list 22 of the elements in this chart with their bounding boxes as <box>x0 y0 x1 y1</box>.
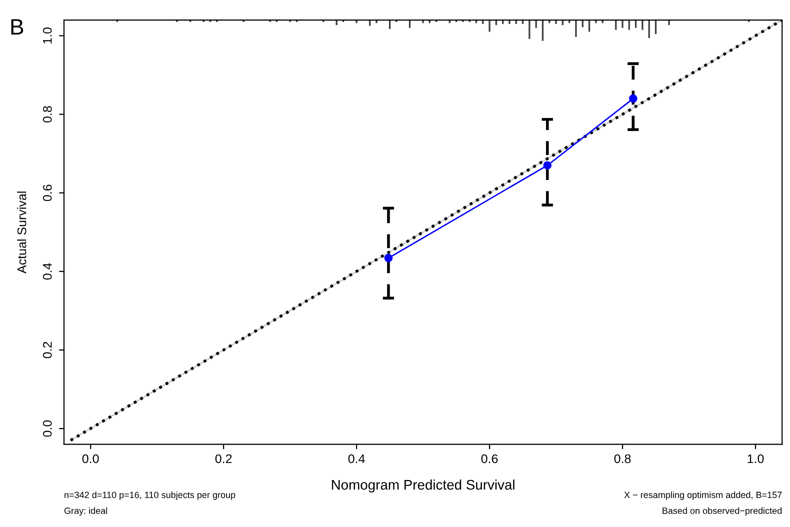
text: Gray: ideal <box>64 507 108 516</box>
x-tick-label: 1.0 <box>748 454 764 464</box>
x-tick-label: 0.6 <box>481 454 498 464</box>
y-axis-title: Actual Survival <box>17 192 26 274</box>
y-tick-label: 0.4 <box>42 263 52 280</box>
text: X − resampling optimism added, B=157 <box>624 491 782 500</box>
y-tick-label: 0.2 <box>42 342 52 358</box>
y-tick-label: 0.8 <box>42 106 52 122</box>
point <box>384 254 393 262</box>
text: n=342 d=110 p=16, 110 subjects per group <box>64 491 236 500</box>
x-axis-title: Nomogram Predicted Survival <box>332 480 514 492</box>
y-tick-label: 0.6 <box>42 184 52 202</box>
y-tick-label: 0.0 <box>42 420 52 437</box>
chart-title: B <box>11 19 24 35</box>
point <box>543 161 552 170</box>
x-tick-label: 0.4 <box>348 454 365 464</box>
point <box>628 94 638 103</box>
text: Based on observed−predicted <box>662 507 782 516</box>
y-tick-label: 1.0 <box>42 28 52 44</box>
x-tick-label: 0.2 <box>215 454 232 464</box>
x-tick-label: 0.0 <box>82 454 99 464</box>
x-tick-label: 0.8 <box>614 454 631 464</box>
